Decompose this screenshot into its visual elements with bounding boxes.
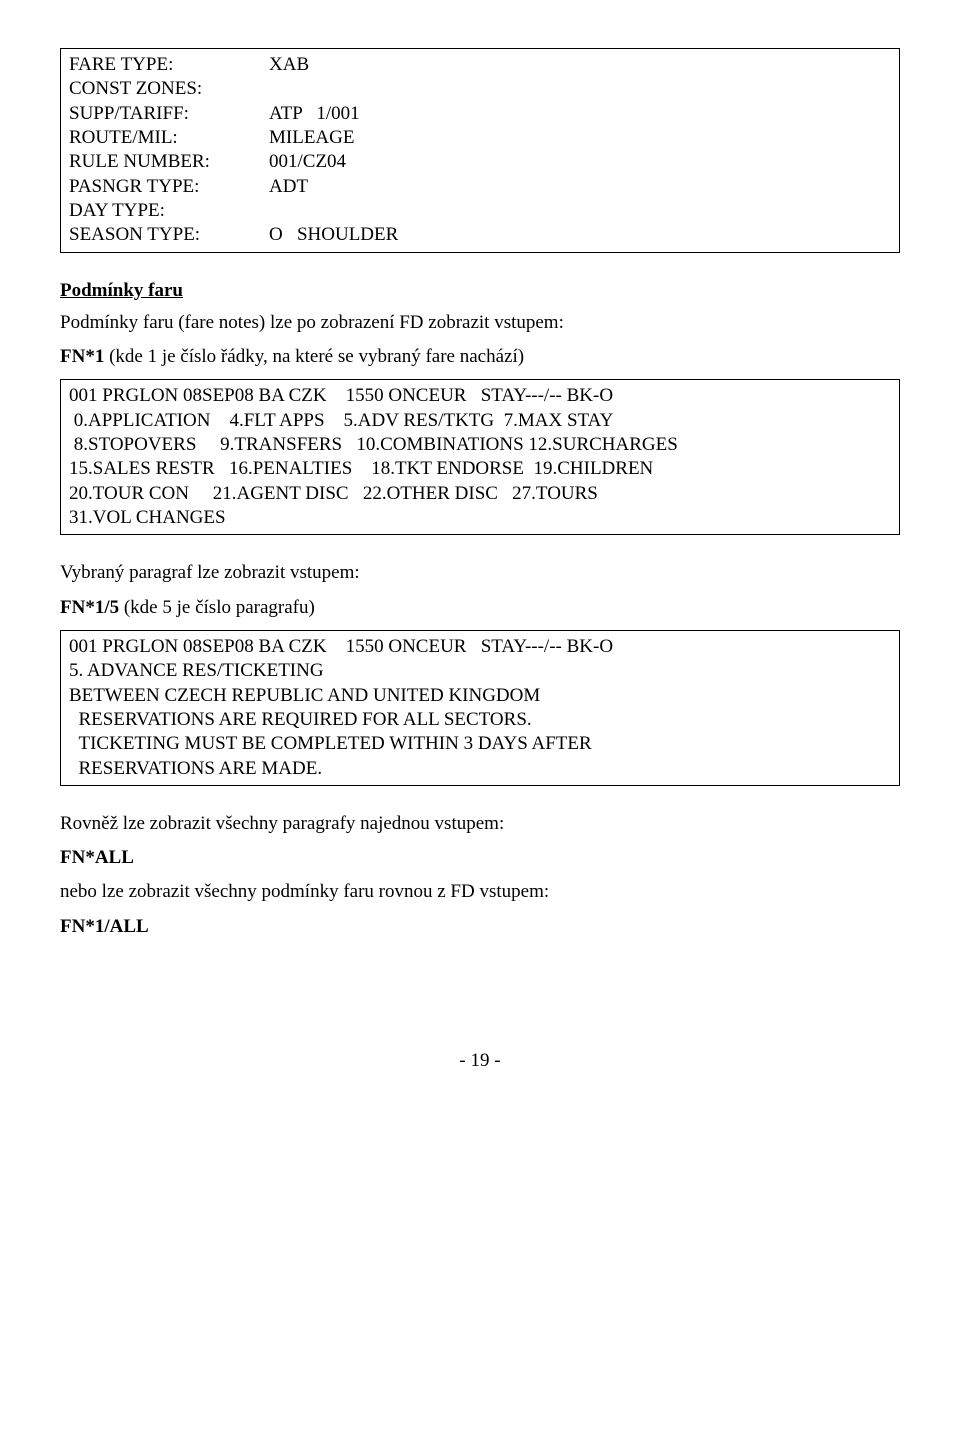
fare-paragraph-content: 001 PRGLON 08SEP08 BA CZK 1550 ONCEUR ST… bbox=[69, 635, 891, 781]
intro-text-3: Rovněž lze zobrazit všechny paragrafy na… bbox=[60, 812, 900, 836]
fare-attr-label: FARE TYPE: bbox=[69, 53, 269, 77]
command-fn15-suffix: (kde 5 je číslo paragrafu) bbox=[119, 597, 315, 618]
fare-attr-label: SUPP/TARIFF: bbox=[69, 102, 269, 126]
command-fn1-suffix: (kde 1 je číslo řádky, na které se vybra… bbox=[104, 346, 524, 367]
fare-attr-value: MILEAGE bbox=[269, 126, 354, 150]
fare-attr-row: CONST ZONES: bbox=[69, 77, 891, 101]
fare-attr-label: RULE NUMBER: bbox=[69, 150, 269, 174]
command-line-2: FN*1/5 (kde 5 je číslo paragrafu) bbox=[60, 596, 900, 620]
fare-attr-value: XAB bbox=[269, 53, 309, 77]
intro-text-2: Vybraný paragraf lze zobrazit vstupem: bbox=[60, 561, 900, 585]
fare-attr-row: SEASON TYPE:O SHOULDER bbox=[69, 223, 891, 247]
command-line-1: FN*1 (kde 1 je číslo řádky, na které se … bbox=[60, 345, 900, 369]
fare-notes-content: 001 PRGLON 08SEP08 BA CZK 1550 ONCEUR ST… bbox=[69, 384, 891, 530]
fare-attr-label: SEASON TYPE: bbox=[69, 223, 269, 247]
fare-attr-label: DAY TYPE: bbox=[69, 199, 269, 223]
fare-attr-label: PASNGR TYPE: bbox=[69, 175, 269, 199]
section-heading-podminky: Podmínky faru bbox=[60, 279, 900, 303]
fare-attr-row: RULE NUMBER:001/CZ04 bbox=[69, 150, 891, 174]
command-fn1: FN*1 bbox=[60, 346, 104, 367]
fare-attr-row: PASNGR TYPE:ADT bbox=[69, 175, 891, 199]
intro-text-1: Podmínky faru (fare notes) lze po zobraz… bbox=[60, 311, 900, 335]
fare-attr-row: DAY TYPE: bbox=[69, 199, 891, 223]
fare-attr-label: ROUTE/MIL: bbox=[69, 126, 269, 150]
fare-attr-value: O SHOULDER bbox=[269, 223, 398, 247]
fare-attr-row: ROUTE/MIL:MILEAGE bbox=[69, 126, 891, 150]
fare-attr-value: ATP 1/001 bbox=[269, 102, 360, 126]
fare-attributes-box: FARE TYPE:XABCONST ZONES:SUPP/TARIFF:ATP… bbox=[60, 48, 900, 253]
fare-attr-label: CONST ZONES: bbox=[69, 77, 269, 101]
fare-notes-box: 001 PRGLON 08SEP08 BA CZK 1550 ONCEUR ST… bbox=[60, 379, 900, 535]
fare-attr-value: 001/CZ04 bbox=[269, 150, 346, 174]
fare-attr-row: FARE TYPE:XAB bbox=[69, 53, 891, 77]
fare-attr-value: ADT bbox=[269, 175, 308, 199]
fare-attr-row: SUPP/TARIFF:ATP 1/001 bbox=[69, 102, 891, 126]
intro-text-4: nebo lze zobrazit všechny podmínky faru … bbox=[60, 880, 900, 904]
command-fn15: FN*1/5 bbox=[60, 597, 119, 618]
command-fn1all: FN*1/ALL bbox=[60, 915, 900, 939]
page-number: - 19 - bbox=[60, 1049, 900, 1073]
fare-paragraph-box: 001 PRGLON 08SEP08 BA CZK 1550 ONCEUR ST… bbox=[60, 630, 900, 786]
command-fnall: FN*ALL bbox=[60, 846, 900, 870]
